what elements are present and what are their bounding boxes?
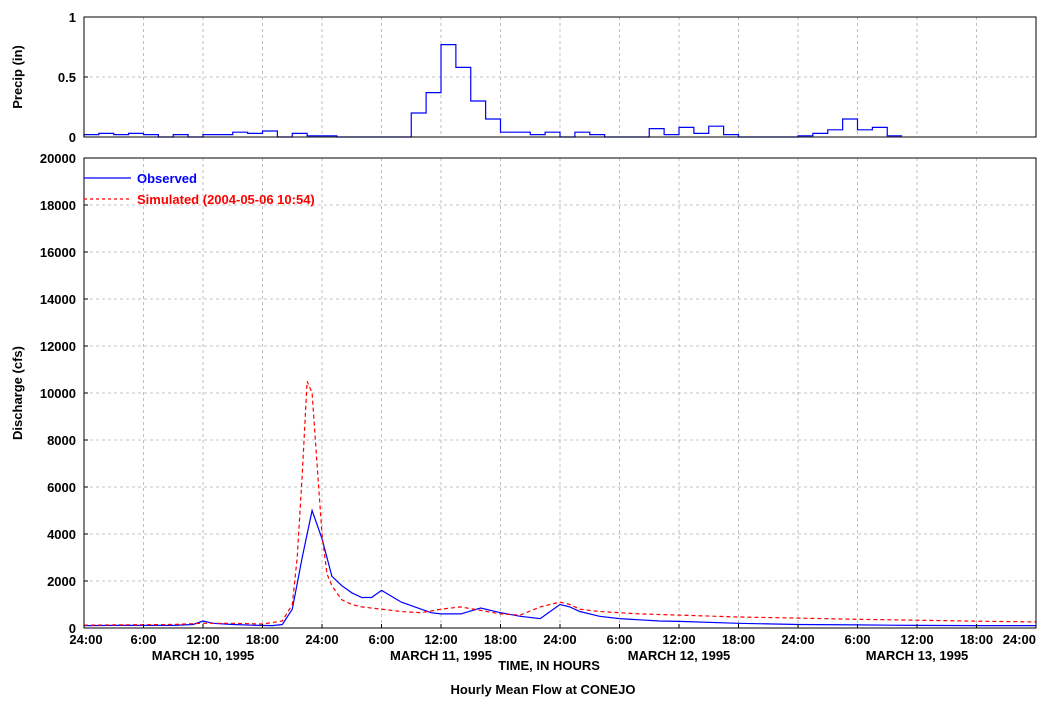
precip-ytick-label: 1	[69, 10, 76, 25]
discharge-panel: 0200040006000800010000120001400016000180…	[10, 151, 1036, 697]
legend-observed-label: Observed	[137, 171, 197, 186]
discharge-ytick-label: 8000	[47, 433, 76, 448]
discharge-xtick-label: 24:00	[69, 632, 102, 647]
discharge-ytick-label: 10000	[40, 386, 76, 401]
discharge-xtick-label: 12:00	[424, 632, 457, 647]
discharge-xtick-label: 24:00	[781, 632, 814, 647]
chart-caption: Hourly Mean Flow at CONEJO	[451, 682, 636, 697]
precip-ytick-label: 0	[69, 130, 76, 145]
discharge-xtick-label: 24:00	[543, 632, 576, 647]
discharge-xtick-label: 6:00	[606, 632, 632, 647]
precip-yticks: 00.51	[58, 10, 88, 145]
discharge-xtick-label: 18:00	[722, 632, 755, 647]
discharge-ytick-label: 4000	[47, 527, 76, 542]
discharge-ytick-label: 12000	[40, 339, 76, 354]
discharge-yticks: 0200040006000800010000120001400016000180…	[40, 151, 88, 636]
legend-simulated-label: Simulated (2004-05-06 10:54)	[137, 192, 315, 207]
precip-ytick-label: 0.5	[58, 70, 76, 85]
discharge-ytick-label: 20000	[40, 151, 76, 166]
discharge-date-label: MARCH 11, 1995	[390, 648, 492, 663]
discharge-xtick-label: 6:00	[844, 632, 870, 647]
discharge-xtick-label: 6:00	[130, 632, 156, 647]
discharge-date-label: MARCH 10, 1995	[152, 648, 255, 663]
discharge-xtick-label: 12:00	[900, 632, 933, 647]
discharge-xtick-label: 18:00	[484, 632, 517, 647]
discharge-xtick-label: 6:00	[368, 632, 394, 647]
discharge-ytick-label: 2000	[47, 574, 76, 589]
discharge-xtick-label: 12:00	[662, 632, 695, 647]
discharge-ytick-label: 18000	[40, 198, 76, 213]
precip-panel: 00.51 Precip (in)	[10, 10, 1036, 145]
discharge-ytick-label: 16000	[40, 245, 76, 260]
discharge-ytick-label: 14000	[40, 292, 76, 307]
discharge-date-label: MARCH 12, 1995	[628, 648, 731, 663]
discharge-ylabel: Discharge (cfs)	[10, 346, 25, 440]
x-axis-label: TIME, IN HOURS	[498, 658, 600, 673]
discharge-xtick-label: 24:00	[305, 632, 338, 647]
discharge-xtick-label: 12:00	[186, 632, 219, 647]
discharge-xtick-label: 24:00	[1003, 632, 1036, 647]
discharge-date-label: MARCH 13, 1995	[866, 648, 969, 663]
discharge-xtick-label: 18:00	[246, 632, 279, 647]
discharge-xtick-label: 18:00	[960, 632, 993, 647]
discharge-ytick-label: 6000	[47, 480, 76, 495]
precip-ylabel: Precip (in)	[10, 45, 25, 109]
